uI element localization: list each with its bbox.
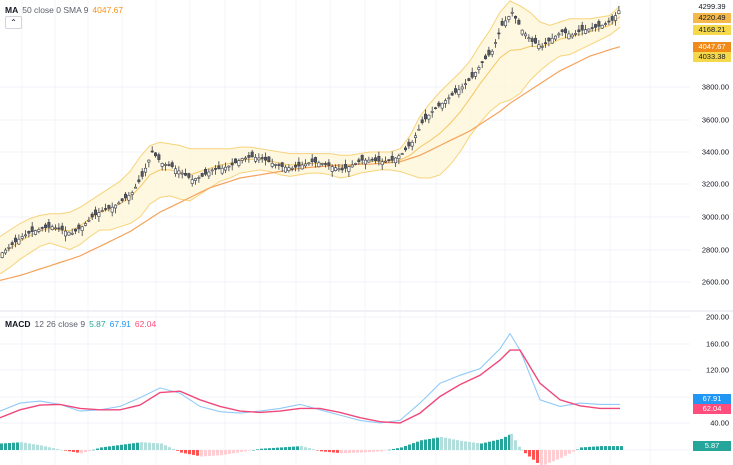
macd-axis-tick: 160.00: [706, 339, 729, 349]
chevron-up-icon: ⌃: [10, 18, 17, 27]
collapse-legend-button[interactable]: ⌃: [5, 16, 22, 29]
macd-legend-macd: 67.91: [109, 319, 131, 329]
macd-axis-tick: 200.00: [706, 312, 729, 322]
price-tag: 4299.39: [693, 2, 731, 12]
price-axis-tick: 3600.00: [701, 115, 729, 125]
macd-legend: MACD 12 26 close 9 5.87 67.91 62.04: [5, 319, 160, 329]
ma-legend-name: MA: [5, 5, 19, 15]
macd-tag: 5.87: [693, 441, 731, 451]
price-axis-tick: 3800.00: [701, 82, 729, 92]
macd-legend-name: MACD: [5, 319, 31, 329]
price-axis-tick: 3200.00: [701, 179, 729, 189]
macd-legend-hist: 5.87: [89, 319, 106, 329]
price-axis-tick: 3400.00: [701, 147, 729, 157]
macd-legend-signal: 62.04: [134, 319, 157, 329]
ma-legend-params: 50 close 0 SMA 9: [22, 5, 89, 15]
ma-legend: MA 50 close 0 SMA 9 4047.67: [5, 5, 127, 15]
ma-legend-value: 4047.67: [92, 5, 124, 15]
price-tag: 4220.49: [693, 13, 731, 23]
price-tag: 4047.67: [693, 42, 731, 52]
price-tag: 4168.21: [693, 25, 731, 35]
macd-tag: 67.91: [693, 394, 731, 404]
price-axis-tick: 3000.00: [701, 212, 729, 222]
price-tag: 4033.38: [693, 52, 731, 62]
macd-tag: 62.04: [693, 404, 731, 414]
price-axis-tick: 2800.00: [701, 245, 729, 255]
macd-axis-tick: 120.00: [706, 365, 729, 375]
macd-axis-tick: 40.00: [710, 418, 729, 428]
price-axis-tick: 2600.00: [701, 277, 729, 287]
macd-legend-params: 12 26 close 9: [34, 319, 86, 329]
